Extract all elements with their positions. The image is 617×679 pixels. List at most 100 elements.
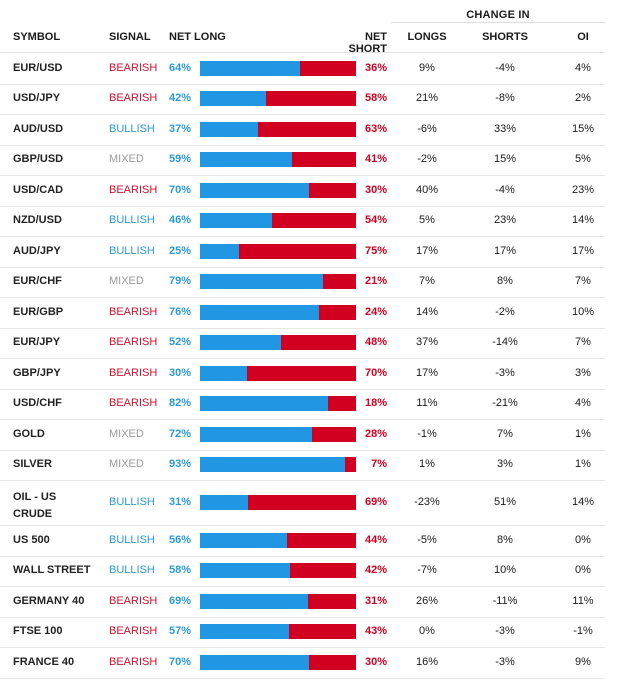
symbol-link[interactable]: EUR/USD xyxy=(13,61,63,74)
table-row[interactable]: EUR/JPY BEARISH 52% 48% 37% -14% 7% xyxy=(0,328,605,359)
change-longs: 1% xyxy=(419,458,435,471)
signal-label: MIXED xyxy=(109,458,144,471)
change-shorts: 3% xyxy=(497,458,513,471)
net-short-value: 69% xyxy=(364,496,387,508)
symbol-link[interactable]: WALL STREET xyxy=(13,564,91,577)
change-shorts: -14% xyxy=(492,336,518,349)
net-short-value: 70% xyxy=(364,366,387,379)
change-longs: -1% xyxy=(417,427,437,440)
sentiment-bar xyxy=(200,495,356,510)
symbol-link[interactable]: GBP/USD xyxy=(13,153,64,166)
net-short-value: 30% xyxy=(364,655,387,668)
table-row[interactable]: OIL - US CRUDE BULLISH 31% 69% -23% 51% 14% xyxy=(0,480,605,526)
change-oi: 14% xyxy=(571,214,595,227)
table-row[interactable]: SILVER MIXED 93% 7% 1% 3% 1% xyxy=(0,450,605,481)
symbol-link[interactable]: AUD/JPY xyxy=(13,244,61,257)
table-row[interactable]: USD/CHF BEARISH 82% 18% 11% -21% 4% xyxy=(0,389,605,420)
net-long-fill xyxy=(200,563,291,579)
net-short-value: 31% xyxy=(364,594,387,607)
net-long-value: 57% xyxy=(169,625,192,638)
net-long-fill xyxy=(200,654,310,670)
change-shorts: 51% xyxy=(493,496,517,508)
signal-label: BEARISH xyxy=(109,92,158,105)
table-row[interactable]: EUR/USD BEARISH 64% 36% 9% -4% 4% xyxy=(0,53,605,85)
signal-label: BULLISH xyxy=(109,496,155,508)
table-row[interactable]: EUR/GBP BEARISH 76% 24% 14% -2% 10% xyxy=(0,297,605,329)
sentiment-bar xyxy=(200,532,356,548)
change-shorts: 7% xyxy=(497,427,513,440)
symbol-link[interactable]: SILVER xyxy=(13,458,52,471)
table-row[interactable]: USD/JPY BEARISH 42% 58% 21% -8% 2% xyxy=(0,84,605,115)
table-row[interactable]: GERMANY 40 BEARISH 69% 31% 26% -11% 11% xyxy=(0,586,605,618)
symbol-link[interactable]: GBP/JPY xyxy=(13,366,61,379)
table-row[interactable]: USD/CAD BEARISH 70% 30% 40% -4% 23% xyxy=(0,175,605,207)
table-row[interactable]: AUD/USD BULLISH 37% 63% -6% 33% 15% xyxy=(0,114,605,146)
table-row[interactable]: WALL STREET BULLISH 58% 42% -7% 10% 0% xyxy=(0,556,605,587)
change-longs: 11% xyxy=(416,397,438,410)
symbol-link[interactable]: OIL - US CRUDE xyxy=(13,490,57,520)
change-oi: 4% xyxy=(575,397,591,410)
symbol-link[interactable]: EUR/JPY xyxy=(13,336,61,349)
change-longs: 0% xyxy=(419,625,435,638)
net-long-fill xyxy=(200,91,266,107)
net-long-fill xyxy=(200,426,313,442)
symbol-link[interactable]: USD/CHF xyxy=(13,397,62,410)
change-longs: -23% xyxy=(414,496,440,508)
change-oi: 7% xyxy=(575,336,591,349)
net-long-value: 70% xyxy=(169,655,192,668)
change-oi: -1% xyxy=(573,625,593,638)
symbol-link[interactable]: USD/JPY xyxy=(13,92,61,105)
net-long-fill xyxy=(200,335,282,351)
net-long-fill xyxy=(200,274,324,290)
col-longs[interactable]: LONGS xyxy=(407,31,447,43)
sentiment-bar xyxy=(200,182,356,198)
symbol-link[interactable]: AUD/USD xyxy=(13,122,64,135)
net-short-value: 75% xyxy=(364,244,387,257)
col-symbol[interactable]: SYMBOL xyxy=(13,31,61,43)
symbol-link[interactable]: US 500 xyxy=(13,533,50,546)
change-longs: 17% xyxy=(415,366,439,379)
change-shorts: -3% xyxy=(495,655,515,668)
col-shorts[interactable]: SHORTS xyxy=(482,31,528,43)
net-long-value: 58% xyxy=(169,564,192,577)
net-short-value: 42% xyxy=(364,564,387,577)
sentiment-bar xyxy=(200,121,356,137)
col-oi[interactable]: OI xyxy=(577,31,589,43)
net-long-fill xyxy=(200,152,293,168)
col-net-long[interactable]: NET LONG xyxy=(169,31,226,43)
net-long-value: 64% xyxy=(169,61,192,74)
table-row[interactable]: EUR/CHF MIXED 79% 21% 7% 8% 7% xyxy=(0,267,605,298)
table-row[interactable]: NZD/USD BULLISH 46% 54% 5% 23% 14% xyxy=(0,206,605,237)
symbol-link[interactable]: GOLD xyxy=(13,427,45,440)
table-row[interactable]: FTSE 100 BEARISH 57% 43% 0% -3% -1% xyxy=(0,617,605,648)
net-long-value: 30% xyxy=(169,366,192,379)
table-row[interactable]: US 500 BULLISH 56% 44% -5% 8% 0% xyxy=(0,525,605,557)
symbol-link[interactable]: EUR/GBP xyxy=(13,305,64,318)
change-longs: 7% xyxy=(419,275,435,288)
net-short-value: 18% xyxy=(364,397,387,410)
net-long-value: 46% xyxy=(169,214,192,227)
symbol-link[interactable]: NZD/USD xyxy=(13,214,62,227)
table-row[interactable]: AUD/JPY BULLISH 25% 75% 17% 17% 17% xyxy=(0,236,605,268)
signal-label: BEARISH xyxy=(109,594,158,607)
change-shorts: -3% xyxy=(495,625,515,638)
sentiment-bar xyxy=(200,654,356,670)
signal-label: BEARISH xyxy=(109,397,158,410)
table-row[interactable]: GOLD MIXED 72% 28% -1% 7% 1% xyxy=(0,419,605,451)
table-row[interactable]: FRANCE 40 BEARISH 70% 30% 16% -3% 9% xyxy=(0,647,605,679)
net-long-fill xyxy=(200,457,346,473)
col-signal[interactable]: SIGNAL xyxy=(109,31,151,43)
net-long-fill xyxy=(200,593,308,609)
net-long-value: 82% xyxy=(169,397,192,410)
symbol-link[interactable]: USD/CAD xyxy=(13,183,64,196)
change-longs: 5% xyxy=(419,214,435,227)
symbol-link[interactable]: EUR/CHF xyxy=(13,275,62,288)
change-longs: 37% xyxy=(415,336,439,349)
col-net-short[interactable]: NET SHORT xyxy=(348,31,388,55)
symbol-link[interactable]: FTSE 100 xyxy=(13,625,63,638)
symbol-link[interactable]: GERMANY 40 xyxy=(13,594,85,607)
net-short-value: 54% xyxy=(364,214,387,227)
symbol-link[interactable]: FRANCE 40 xyxy=(13,655,75,668)
table-row[interactable]: GBP/USD MIXED 59% 41% -2% 15% 5% xyxy=(0,145,605,176)
table-row[interactable]: GBP/JPY BEARISH 30% 70% 17% -3% 3% xyxy=(0,358,605,390)
